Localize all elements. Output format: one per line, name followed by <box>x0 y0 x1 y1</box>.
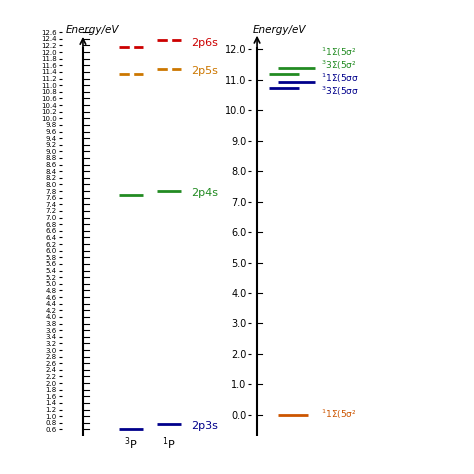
Text: $^1$1Σ(5σσ: $^1$1Σ(5σσ <box>321 71 359 85</box>
Text: 2p5s: 2p5s <box>191 66 218 76</box>
Text: $^3$P: $^3$P <box>124 435 137 452</box>
Text: $^1$1Σ(5σ²: $^1$1Σ(5σ² <box>321 408 357 421</box>
Text: $^3$3Σ(5σ²: $^3$3Σ(5σ² <box>321 59 357 72</box>
Text: $^1$1Σ(5σ²: $^1$1Σ(5σ² <box>321 46 357 59</box>
Text: 2p3s: 2p3s <box>191 421 218 431</box>
Text: $^3$3Σ(5σσ: $^3$3Σ(5σσ <box>321 84 359 98</box>
Text: 2p6s: 2p6s <box>191 38 218 48</box>
Text: $^1$P: $^1$P <box>162 435 176 452</box>
Text: Energy/eV: Energy/eV <box>66 26 119 36</box>
Text: 2p4s: 2p4s <box>191 188 218 198</box>
Text: Energy/eV: Energy/eV <box>252 25 306 35</box>
